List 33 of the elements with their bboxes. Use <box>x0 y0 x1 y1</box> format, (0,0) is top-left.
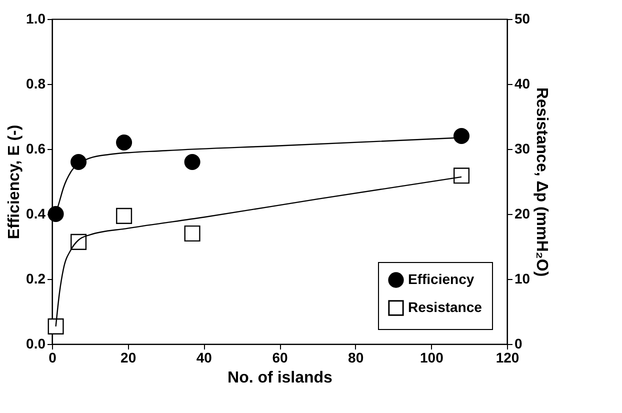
y-tick-label: 0.6 <box>26 140 46 156</box>
y2-tick-label: 30 <box>514 140 530 156</box>
x-axis-title: No. of islands <box>228 370 333 386</box>
point <box>116 134 132 150</box>
y2-tick-label: 20 <box>514 206 530 222</box>
point <box>48 318 64 334</box>
y2-tick-label: 40 <box>514 76 530 92</box>
x-tick-label: 120 <box>496 350 520 366</box>
y2-tick-label: 0 <box>514 336 522 352</box>
x-tick-label: 40 <box>196 350 212 366</box>
y-tick-label: 0.4 <box>26 206 46 222</box>
y-tick-label: 1.0 <box>26 10 46 26</box>
x-tick-label: 100 <box>420 350 444 366</box>
y2-tick-label: 50 <box>514 10 530 26</box>
point <box>453 128 470 144</box>
x-tick-label: 60 <box>272 350 288 366</box>
y-tick-label: 0.8 <box>26 76 46 92</box>
y-tick-label: 0.0 <box>26 336 46 352</box>
x-tick-label: 20 <box>120 350 136 366</box>
point <box>48 206 64 222</box>
legend-label: Resistance <box>408 299 482 315</box>
point <box>70 154 87 170</box>
point <box>453 168 470 184</box>
y2-axis-title: Resistance, Δp (mmH₂O) <box>533 87 550 277</box>
y-axis-title: Efficiency, E (-) <box>6 124 24 240</box>
legend-label: Efficiency <box>408 271 474 287</box>
y2-tick-label: 10 <box>514 270 530 286</box>
point <box>184 154 200 170</box>
x-tick-label: 0 <box>48 350 57 366</box>
point <box>116 208 132 224</box>
y-tick-label: 0.2 <box>26 270 46 286</box>
point <box>184 225 200 242</box>
x-tick-label: 80 <box>348 350 364 366</box>
